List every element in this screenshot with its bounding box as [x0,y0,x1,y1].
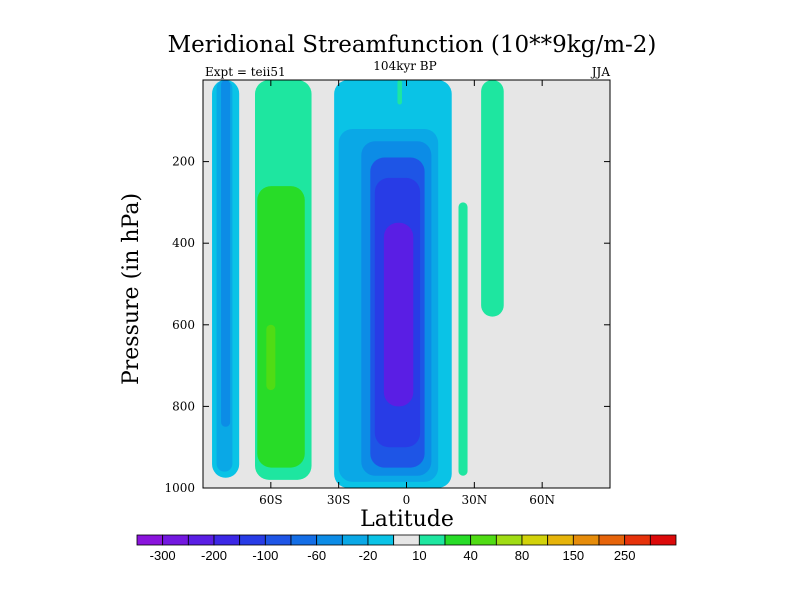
colorbar-box [547,534,574,546]
colorbar-box [187,534,215,546]
colorbar-box [136,534,164,546]
x-tick-label: 60S [259,493,283,507]
colorbar-box [495,534,523,546]
x-tick-label: 0 [403,493,411,507]
y-tick-label: 1000 [164,481,195,495]
colorbar-box [393,534,420,546]
y-tick-label: 200 [172,155,195,169]
contour-fills [212,80,504,488]
contour-equatorial-cell-core [383,222,414,407]
y-tick-label: 800 [172,399,195,413]
contour-northern-green-strip [458,202,468,476]
contour-southern-blue-core [221,80,231,427]
colorbar-box [290,534,318,546]
season-label: JJA [590,65,611,79]
colorbar-label: 250 [614,548,636,563]
colorbar-box [444,534,472,546]
plot-area: 60S 30S 0 30N 60N 200 400 600 800 1000 [164,79,611,507]
x-tick-label: 60N [529,493,555,507]
colorbar-label: -100 [252,548,278,563]
x-axis-title: Latitude [360,507,454,532]
contour-southern-green-inner [257,186,305,468]
colorbar-box [213,534,241,546]
colorbar-box [649,534,677,546]
chart-title: Meridional Streamfunction (10**9kg/m-2) [168,32,657,58]
colorbar-box [572,534,600,546]
contour-equatorial-top-green [397,80,402,105]
colorbar-box [264,534,292,546]
colorbar-box [162,534,189,546]
colorbar-label: -60 [307,548,326,563]
contour-northern-upper-green [481,80,504,317]
y-tick-label: 600 [172,318,195,332]
colorbar-box [418,534,446,546]
colorbar-box [521,534,549,546]
colorbar-box [316,534,343,546]
x-tick-label: 30S [327,493,351,507]
colorbar-box [470,534,497,546]
colorbar-box [341,534,369,546]
colorbar-label: -20 [359,548,378,563]
colorbar: -300 -200 -100 -60 -20 10 40 80 150 250 [136,534,677,563]
colorbar-box [367,534,395,546]
experiment-label: Expt = teii51 [205,65,286,79]
period-label: 104kyr BP [373,59,436,73]
colorbar-label: -300 [150,548,176,563]
x-tick-label: 30N [461,493,487,507]
y-tick-label: 400 [172,236,195,250]
colorbar-label: 150 [562,548,584,563]
colorbar-label: 80 [515,548,529,563]
colorbar-box [624,534,651,546]
colorbar-label: -200 [201,548,227,563]
colorbar-label: 10 [412,548,426,563]
axis-ticks: 60S 30S 0 30N 60N 200 400 600 800 1000 [164,80,610,507]
contour-southern-green-core [266,324,276,391]
y-axis-title: Pressure (in hPa) [119,193,144,385]
colorbar-label: 40 [463,548,477,563]
colorbar-box [598,534,626,546]
colorbar-box [239,534,266,546]
